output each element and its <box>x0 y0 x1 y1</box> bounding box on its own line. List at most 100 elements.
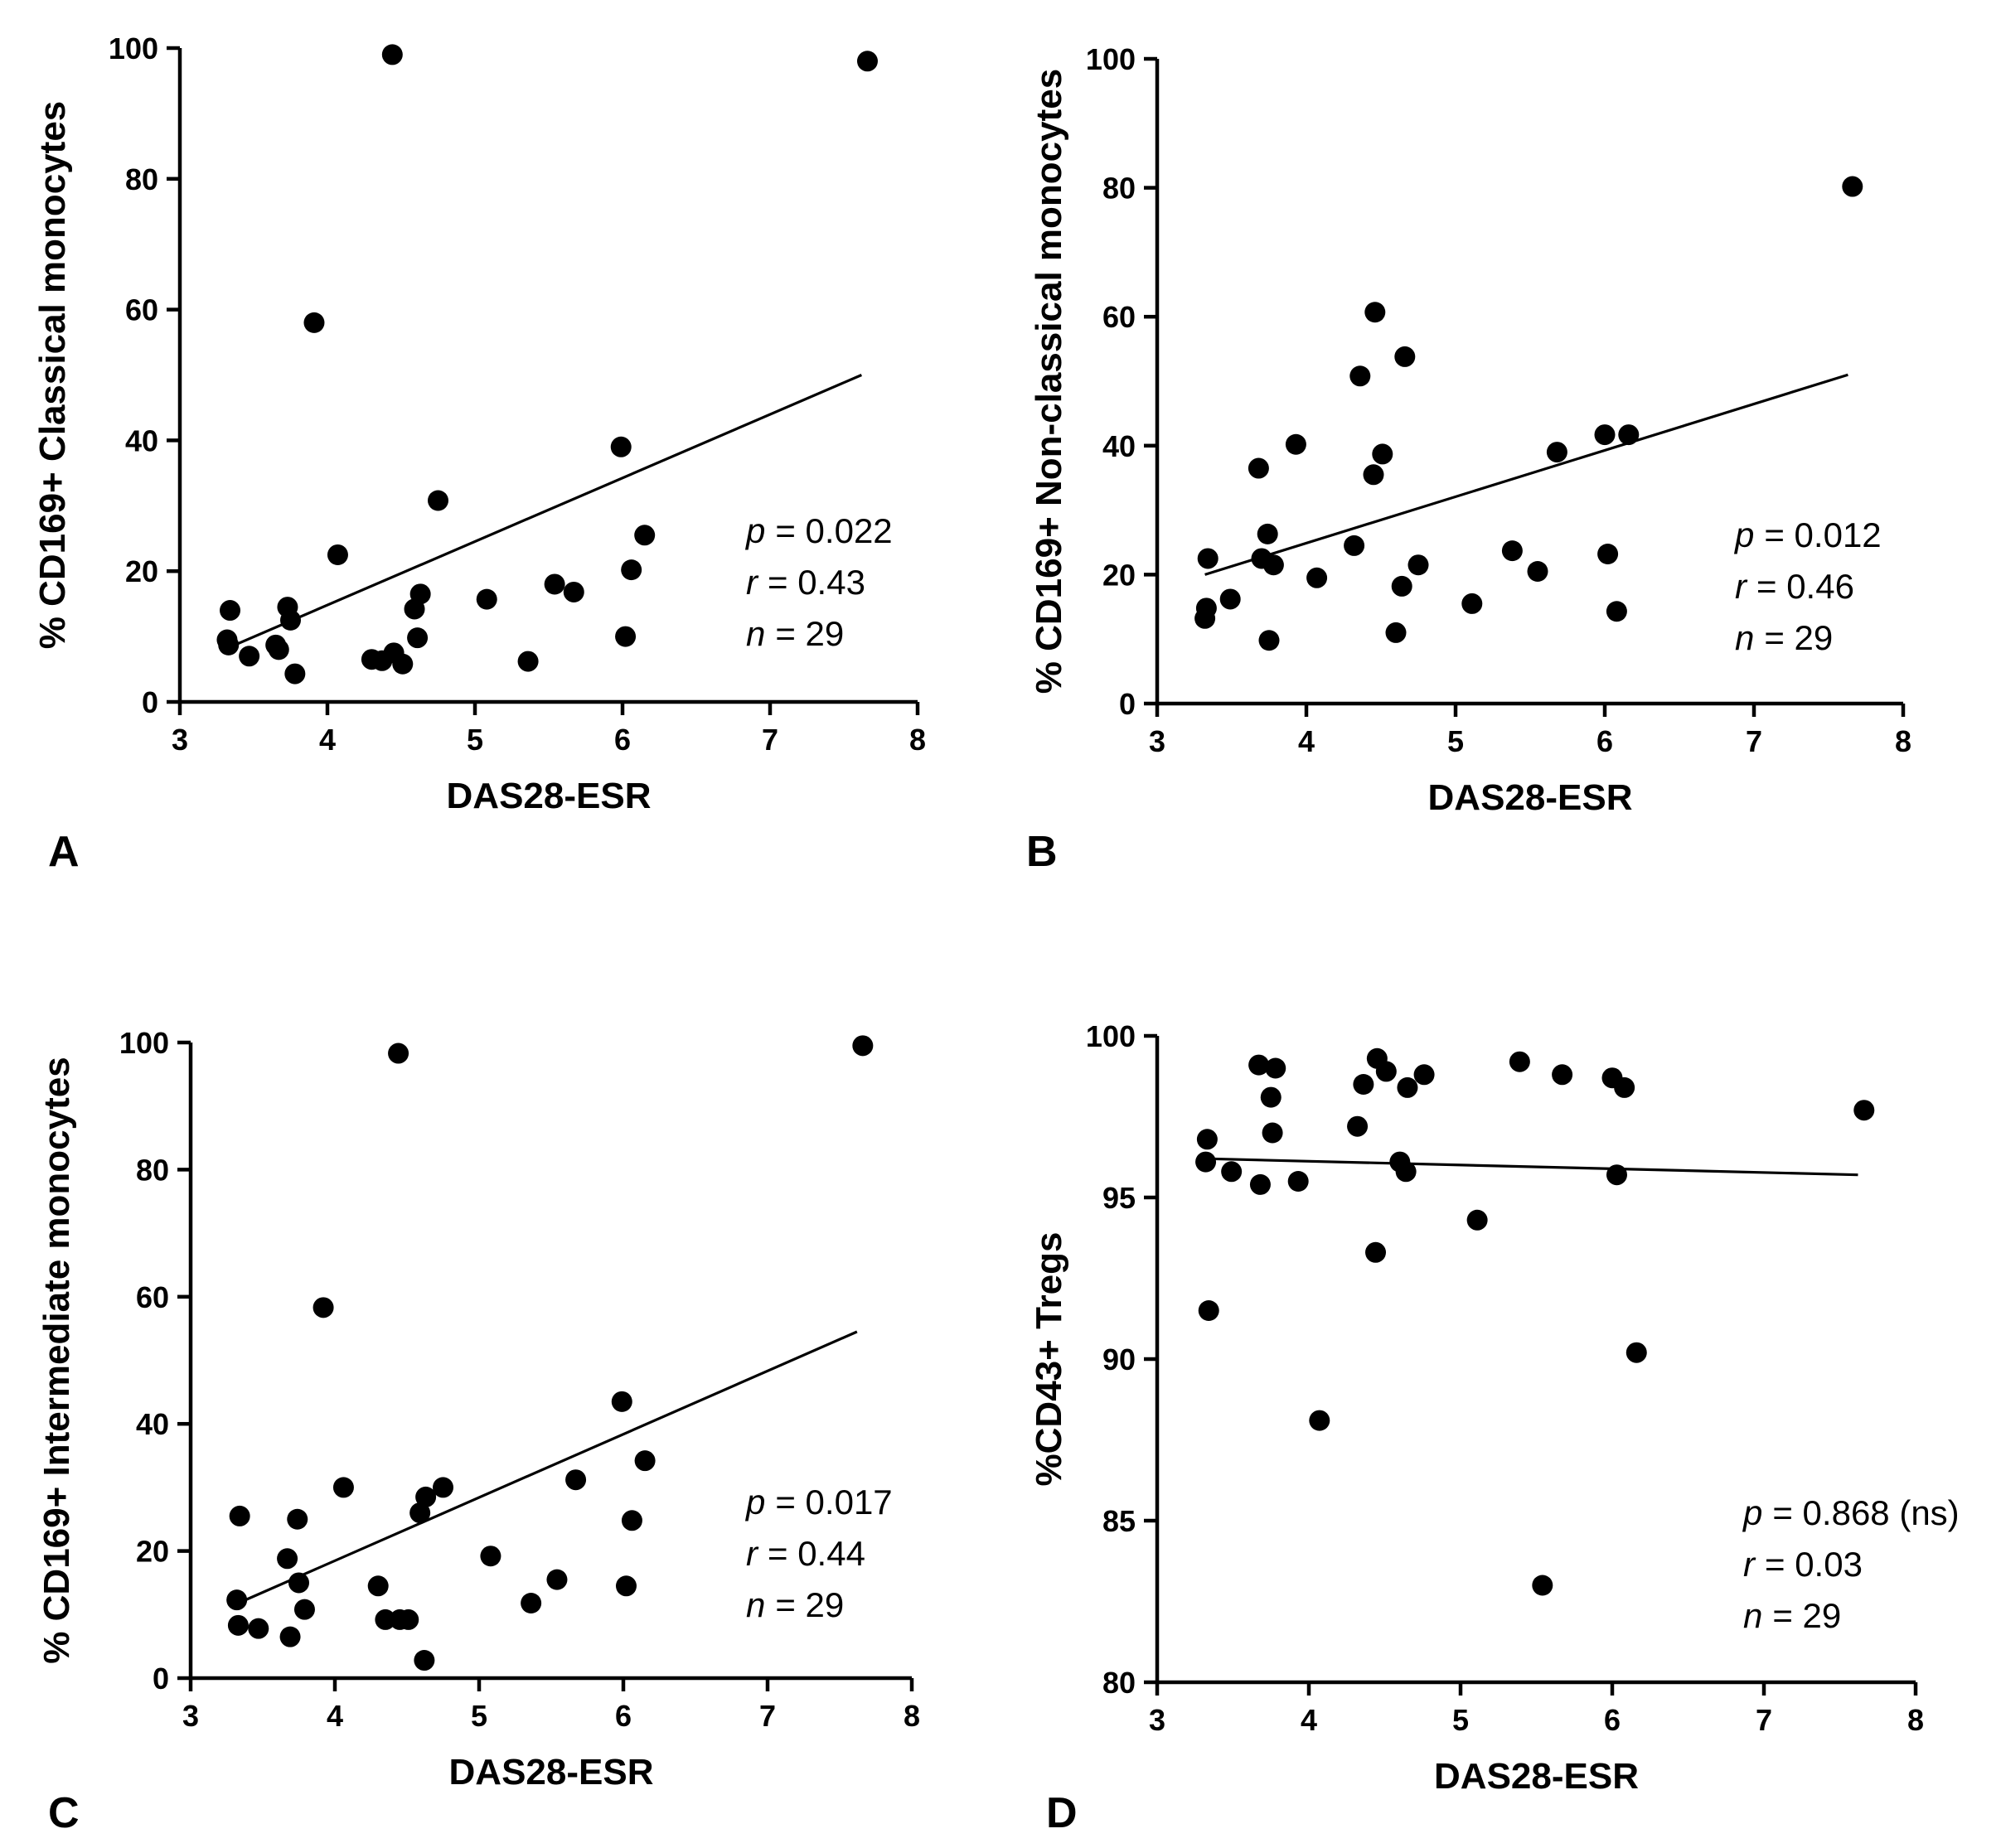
stat-n-line: n = 29 <box>746 614 844 653</box>
data-point <box>1842 176 1863 197</box>
data-point <box>1391 575 1412 597</box>
y-tick-label: 60 <box>125 293 158 327</box>
stat-value: = 29 <box>1772 1596 1841 1635</box>
stat-symbol: n <box>746 614 765 653</box>
y-tick-label: 95 <box>1102 1181 1136 1215</box>
stat-value: = 29 <box>775 614 844 653</box>
data-point <box>1196 1129 1218 1150</box>
x-tick-label: 6 <box>1604 1703 1621 1737</box>
x-tick-label: 3 <box>182 1699 199 1733</box>
stat-value: = 0.46 <box>1756 567 1854 606</box>
stat-symbol: r <box>1735 567 1748 606</box>
data-point <box>1195 597 1217 619</box>
data-point <box>1364 302 1386 323</box>
x-tick-label: 3 <box>1149 724 1165 758</box>
x-tick-label: 7 <box>759 1699 776 1733</box>
x-tick-label: 6 <box>614 723 631 757</box>
x-tick-label: 3 <box>1149 1703 1165 1737</box>
y-tick-label: 20 <box>125 554 158 588</box>
data-point <box>392 653 414 675</box>
data-point <box>381 44 403 65</box>
data-point <box>856 51 878 72</box>
stat-value: = 29 <box>775 1585 844 1624</box>
stat-symbol: p <box>1733 515 1754 554</box>
data-point <box>1198 1300 1219 1321</box>
data-point <box>1262 554 1284 576</box>
y-tick-label: 80 <box>1102 1666 1136 1700</box>
data-point <box>227 1614 249 1636</box>
data-point <box>313 1297 334 1318</box>
data-point <box>634 1450 656 1472</box>
stat-symbol: r <box>1743 1545 1756 1584</box>
x-tick-label: 7 <box>762 723 778 757</box>
data-point <box>615 626 637 647</box>
data-point <box>1248 457 1269 479</box>
stat-r-line: r = 0.46 <box>1735 567 1854 606</box>
y-tick-label: 100 <box>1086 1019 1136 1053</box>
y-axis-title: % CD169+ Non-classical monocytes <box>1029 69 1069 694</box>
data-point <box>375 1609 396 1630</box>
data-point <box>1219 588 1241 610</box>
data-point <box>621 559 642 581</box>
data-point <box>1258 630 1280 651</box>
data-point <box>544 573 565 595</box>
y-tick-label: 40 <box>136 1407 169 1441</box>
x-tick-label: 8 <box>904 1699 920 1733</box>
stat-value: = 0.03 <box>1765 1545 1863 1584</box>
stat-r-line: r = 0.44 <box>746 1534 865 1573</box>
y-tick-label: 0 <box>153 1662 169 1696</box>
data-point <box>409 1502 431 1524</box>
x-tick-label: 8 <box>1907 1703 1924 1737</box>
data-point <box>1527 561 1548 583</box>
data-point <box>1413 1064 1435 1086</box>
data-point <box>1597 544 1619 565</box>
data-point <box>1552 1064 1573 1086</box>
data-point <box>414 1650 435 1671</box>
y-tick-label: 100 <box>109 31 158 65</box>
data-point <box>1353 1074 1374 1095</box>
stat-value: = 0.868 (ns) <box>1772 1493 1959 1532</box>
stat-value: = 29 <box>1764 618 1833 657</box>
data-point <box>367 1575 389 1597</box>
data-point <box>1501 540 1523 562</box>
data-point <box>1626 1342 1647 1363</box>
data-point <box>1532 1575 1553 1596</box>
data-point <box>517 651 539 672</box>
stat-n-line: n = 29 <box>1735 618 1833 657</box>
data-point <box>287 1508 308 1530</box>
data-point <box>563 581 584 602</box>
data-point <box>1221 1161 1243 1183</box>
data-point <box>332 1477 354 1498</box>
data-point <box>610 436 632 457</box>
data-point <box>218 634 240 656</box>
data-point <box>1349 365 1371 387</box>
data-point <box>268 639 289 660</box>
data-point <box>615 1575 637 1597</box>
data-point <box>288 1572 309 1594</box>
y-axis-title: %CD43+ Tregs <box>1029 1232 1069 1487</box>
stat-r-line: r = 0.03 <box>1743 1545 1863 1584</box>
stat-n-line: n = 29 <box>1743 1596 1841 1635</box>
stat-value: = 0.43 <box>768 563 865 602</box>
data-point <box>415 1486 437 1507</box>
data-point <box>1461 593 1483 614</box>
data-point <box>293 1599 315 1620</box>
stat-value: = 0.017 <box>775 1483 892 1521</box>
y-tick-label: 0 <box>142 685 158 719</box>
x-axis-title: DAS28-ESR <box>449 1752 654 1792</box>
x-tick-label: 3 <box>172 723 188 757</box>
data-point <box>611 1391 632 1412</box>
y-tick-label: 100 <box>119 1026 169 1060</box>
y-tick-label: 60 <box>1102 300 1136 334</box>
data-point <box>428 490 448 511</box>
panel-label: D <box>1046 1789 1078 1837</box>
stat-p-line: p = 0.017 <box>744 1483 893 1521</box>
data-point <box>1594 424 1616 446</box>
y-tick-label: 20 <box>1102 558 1136 592</box>
data-point <box>1344 535 1365 556</box>
y-axis-title: % CD169+ Intermediate monocytes <box>36 1057 77 1663</box>
